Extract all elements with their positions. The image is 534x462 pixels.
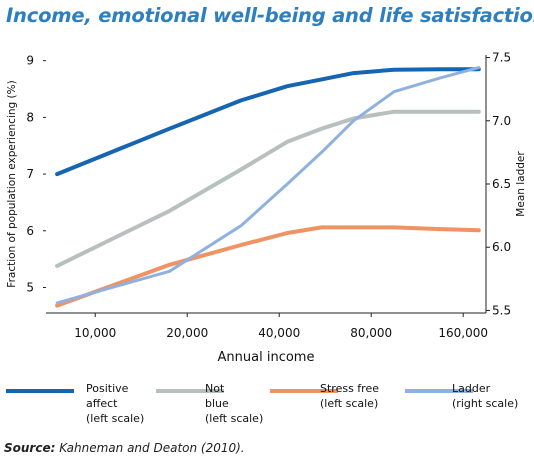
right-y-tick-label: 6.0 <box>492 240 511 254</box>
source-note: Source: Kahneman and Deaton (2010). <box>4 441 245 455</box>
x-tick-label: 20,000 <box>166 326 208 340</box>
legend-label-positive-affect: Positive <box>86 382 129 395</box>
legend-label-not-blue: (left scale) <box>205 412 263 425</box>
legend-label-positive-affect: (left scale) <box>86 412 144 425</box>
right-y-tick-label: 7.0 <box>492 114 511 128</box>
source-text: Kahneman and Deaton (2010). <box>55 441 245 455</box>
left-y-tick-label: 8 <box>26 110 34 124</box>
left-y-tick-label: 5 <box>26 280 34 294</box>
series-line-positive-affect <box>55 67 481 177</box>
series-line-stress-free <box>55 225 481 308</box>
legend-label-stress-free: Stress free <box>320 382 379 395</box>
left-y-tick-label: 7 <box>26 167 34 181</box>
x-tick-label: 10,000 <box>74 326 116 340</box>
right-y-tick-label: 6.5 <box>492 177 511 191</box>
source-label: Source: <box>4 441 56 455</box>
legend-label-ladder: Ladder <box>452 382 491 395</box>
x-axis-title: Annual income <box>218 350 315 365</box>
left-y-axis-title: Fraction of population experiencing (%) <box>6 80 18 287</box>
right-y-axis-title: Mean ladder <box>515 151 527 217</box>
legend-label-not-blue: Not <box>205 382 225 395</box>
left-y-tick-label: 6 <box>26 224 34 238</box>
x-tick-label: 80,000 <box>350 326 392 340</box>
series-line-not-blue <box>55 109 481 268</box>
right-y-tick-label: 5.5 <box>492 303 511 317</box>
series-line-ladder <box>55 66 481 305</box>
legend-label-stress-free: (left scale) <box>320 397 378 410</box>
chart-title: Income, emotional well-being and life sa… <box>6 4 534 27</box>
right-y-tick-label: 7.5 <box>492 51 511 65</box>
x-tick-label: 160,000 <box>438 326 488 340</box>
legend-label-not-blue: blue <box>205 397 229 410</box>
x-tick-label: 40,000 <box>258 326 300 340</box>
legend-label-positive-affect: affect <box>86 397 118 410</box>
legend-label-ladder: (right scale) <box>452 397 518 410</box>
left-y-tick-label: 9 <box>26 54 34 68</box>
